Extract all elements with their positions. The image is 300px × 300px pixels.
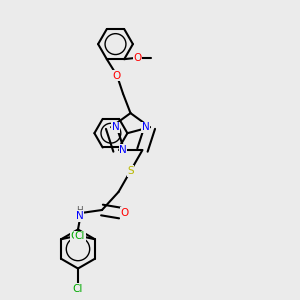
Text: Cl: Cl: [71, 231, 81, 241]
Text: O: O: [120, 208, 129, 218]
Text: O: O: [134, 53, 142, 63]
Text: Cl: Cl: [75, 231, 85, 241]
Text: O: O: [113, 70, 121, 81]
Text: N: N: [119, 145, 127, 155]
Text: N: N: [76, 211, 83, 221]
Text: N: N: [112, 122, 119, 132]
Text: Cl: Cl: [73, 284, 83, 294]
Text: H: H: [76, 206, 83, 215]
Text: S: S: [127, 166, 134, 176]
Text: N: N: [142, 122, 149, 132]
